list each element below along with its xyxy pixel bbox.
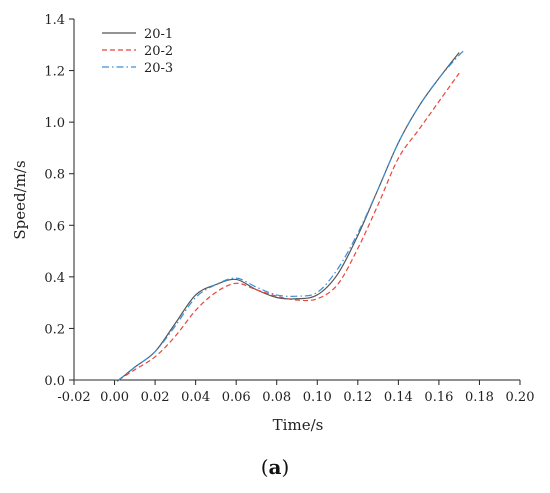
legend-label: 20-2	[144, 44, 173, 59]
x-tick-label: 0.06	[222, 390, 251, 405]
x-tick-label: 0.02	[141, 390, 170, 405]
y-axis-ticks: 0.0 0.2 0.4 0.6 0.8 1.0 1.2 1.4	[44, 13, 74, 389]
y-tick-label: 0.8	[44, 168, 65, 183]
y-tick-label: 0.6	[44, 219, 65, 234]
series-line-20-1	[73, 52, 460, 382]
chart-series	[73, 49, 466, 382]
x-tick-label: 0.08	[262, 390, 291, 405]
y-tick-label: 1.4	[44, 13, 65, 28]
caption-close-paren: )	[281, 455, 290, 479]
x-tick-label: 0.18	[465, 390, 494, 405]
x-axis-ticks: -0.02 0.00 0.02 0.04 0.06 0.08 0.10 0.12 0.14 0.1…	[57, 380, 534, 405]
legend-label: 20-1	[144, 27, 173, 42]
caption-letter: a	[268, 455, 282, 479]
x-tick-label: 0.10	[303, 390, 332, 405]
y-tick-label: 0.0	[44, 374, 65, 389]
x-axis-label: Time/s	[273, 416, 324, 434]
x-tick-label: 0.12	[343, 390, 372, 405]
y-tick-label: 1.2	[44, 65, 65, 80]
x-tick-label: 0.16	[424, 390, 453, 405]
chart-axes	[73, 19, 520, 381]
x-tick-label: -0.02	[57, 390, 90, 405]
y-tick-label: 0.2	[44, 322, 65, 337]
y-axis-label: Speed/m/s	[11, 160, 29, 239]
y-tick-label: 0.4	[44, 271, 65, 286]
caption-open-paren: (	[260, 455, 269, 479]
x-tick-label: 0.04	[181, 390, 210, 405]
series-line-20-3	[118, 49, 466, 381]
x-tick-label: 0.14	[384, 390, 413, 405]
x-tick-label: 0.20	[506, 390, 535, 405]
legend-label: 20-3	[144, 61, 173, 76]
x-tick-label: 0.00	[100, 390, 129, 405]
figure-caption: (a)	[0, 455, 550, 479]
y-tick-label: 1.0	[44, 116, 65, 131]
chart-legend: 20-1 20-2 20-3	[102, 27, 173, 76]
